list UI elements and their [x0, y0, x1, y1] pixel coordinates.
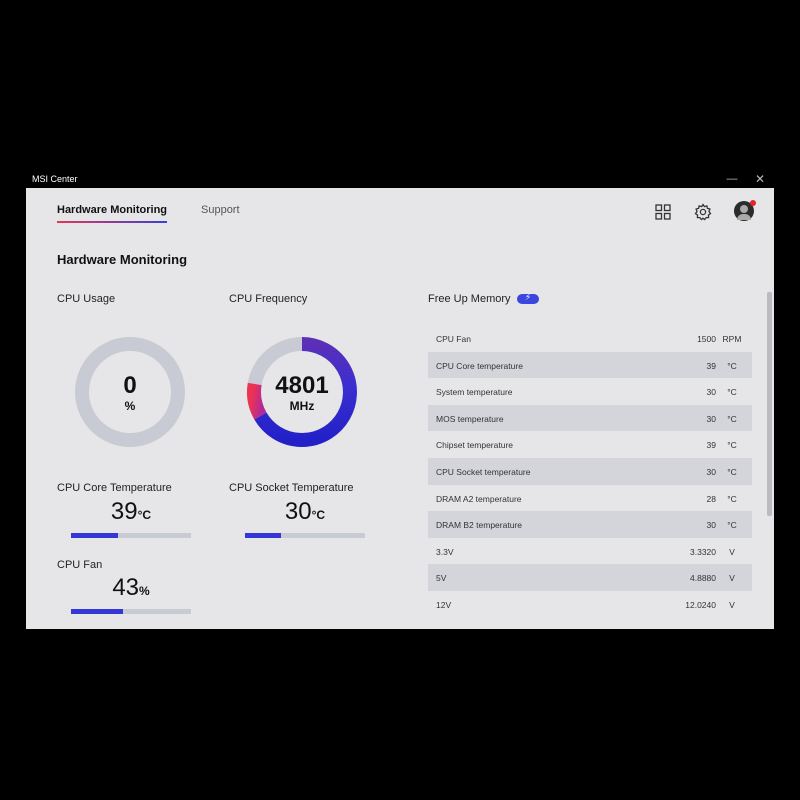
sensor-value: 30 [706, 413, 716, 424]
sensor-row: CPU Socket temperature 30 °C [428, 457, 752, 485]
sensor-name: 3.3V [436, 546, 454, 557]
cpu-usage-unit: % [124, 399, 136, 413]
cpu-socket-temp-bar-fill [245, 533, 281, 538]
cpu-core-temp-value: 39 [110, 498, 138, 525]
scrollbar[interactable] [767, 292, 772, 516]
sensor-unit: V [729, 599, 735, 610]
sensor-row: CPU Fan 1500 RPM [428, 325, 752, 352]
sensor-row: Chipset temperature 39 °C [428, 431, 752, 458]
msi-center-window: MSI Center — ✕ Hardware Monitoring Suppo… [26, 171, 774, 629]
sensor-value: 4.8880 [690, 573, 716, 584]
cpu-fan-unit: % [139, 584, 150, 598]
sensor-value: 1500 [697, 334, 716, 344]
cpu-socket-temp-value: 30 [284, 498, 312, 525]
tab-support[interactable]: Support [201, 204, 240, 216]
sensor-unit: V [729, 546, 735, 557]
avatar-head [740, 205, 748, 213]
tab-hardware-monitoring[interactable]: Hardware Monitoring [57, 204, 168, 223]
cpu-frequency-unit: MHz [289, 399, 315, 413]
window-title: MSI Center [32, 174, 78, 184]
cpu-fan-value: 43 [112, 574, 140, 601]
free-up-memory-button[interactable]: ⚡ [517, 292, 539, 304]
sensor-name: CPU Fan [436, 334, 471, 344]
sensor-value: 30 [706, 466, 716, 477]
sensor-name: MOS temperature [436, 413, 504, 424]
avatar-shoulders [737, 214, 751, 220]
sensor-row: MOS temperature 30 °C [428, 404, 752, 432]
sensor-unit: °C [727, 387, 737, 398]
sensor-name: 12V [436, 599, 452, 610]
sensor-value: 30 [706, 520, 716, 531]
avatar-icon[interactable] [734, 200, 756, 221]
minimize-button[interactable]: — [726, 173, 738, 185]
cpu-fan-bar-fill [71, 609, 123, 614]
cpu-frequency-label: CPU Frequency [229, 293, 308, 305]
sensor-name: CPU Core temperature [436, 360, 523, 371]
grid-icon[interactable] [653, 202, 673, 222]
sensor-name: Chipset temperature [436, 440, 514, 451]
gear-icon[interactable] [693, 202, 713, 222]
sensor-name: 5V [436, 573, 447, 584]
sensor-name: DRAM A2 temperature [436, 493, 522, 504]
sensor-unit: °C [727, 413, 737, 424]
sensor-value: 12.0240 [685, 599, 716, 610]
sensor-unit: °C [727, 493, 737, 504]
sensor-value: 39 [706, 440, 716, 451]
sensor-row: 5V 4.8880 V [428, 564, 752, 591]
cpu-core-temp-bar [71, 533, 191, 538]
sensor-name: DRAM B2 temperature [436, 520, 522, 531]
sensor-unit: V [729, 573, 735, 584]
sensor-unit: RPM [722, 334, 742, 344]
page-title: Hardware Monitoring [57, 252, 188, 267]
cpu-socket-temp-readout: 30°C [245, 498, 365, 526]
cpu-usage-label: CPU Usage [57, 293, 116, 305]
sensor-row: 3.3V 3.3320 V [428, 538, 752, 565]
cpu-fan-label: CPU Fan [57, 559, 103, 571]
cpu-core-temp-readout: 39°C [71, 498, 191, 526]
cpu-frequency-gauge: 4801 MHz [246, 336, 358, 448]
lightning-icon: ⚡ [524, 292, 532, 302]
sensor-name: System temperature [436, 387, 513, 398]
cpu-frequency-value: 4801 [275, 372, 329, 399]
free-up-memory-label: Free Up Memory [428, 293, 511, 305]
cpu-core-temp-bar-fill [71, 533, 118, 538]
close-button[interactable]: ✕ [754, 172, 766, 186]
sensor-unit: °C [727, 520, 737, 531]
title-bar[interactable]: MSI Center — ✕ [26, 171, 774, 188]
sensor-row: 12V 12.0240 V [428, 591, 752, 618]
sensor-value: 3.3320 [690, 546, 716, 557]
sensor-row: DRAM B2 temperature 30 °C [428, 511, 752, 538]
cpu-core-temp-unit: °C [137, 508, 152, 522]
cpu-socket-temp-label: CPU Socket Temperature [229, 482, 354, 494]
cpu-usage-gauge: 0 % [74, 336, 186, 448]
sensor-unit: °C [727, 440, 737, 451]
cpu-socket-temp-unit: °C [311, 508, 326, 522]
sensor-value: 39 [706, 360, 716, 371]
sensor-unit: °C [727, 360, 737, 371]
sensor-unit: °C [727, 466, 737, 477]
sensor-table: CPU Fan 1500 RPM CPU Core temperature 39 °C Sy… [428, 325, 752, 618]
cpu-socket-temp-bar [245, 533, 365, 538]
sensor-row: CPU Core temperature 39 °C [428, 351, 752, 379]
cpu-usage-value: 0 [123, 372, 137, 399]
cpu-fan-readout: 43% [71, 574, 191, 602]
sensor-row: DRAM A2 temperature 28 °C [428, 485, 752, 512]
sensor-row: System temperature 30 °C [428, 378, 752, 405]
cpu-core-temp-label: CPU Core Temperature [57, 482, 172, 494]
cpu-fan-bar [71, 609, 191, 614]
sensor-value: 30 [706, 387, 716, 398]
sensor-value: 28 [706, 493, 716, 504]
sensor-name: CPU Socket temperature [436, 466, 531, 477]
